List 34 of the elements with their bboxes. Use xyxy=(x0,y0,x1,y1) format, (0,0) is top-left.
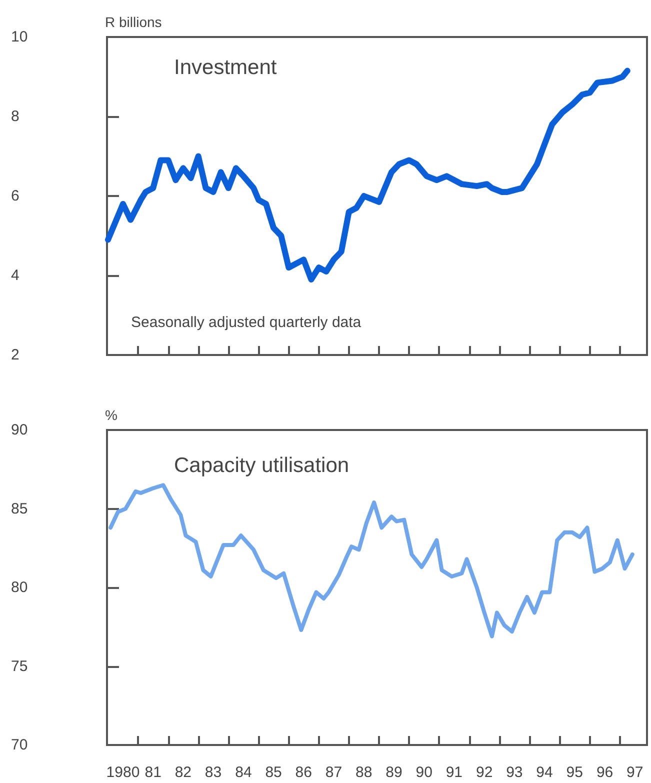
annotation: Seasonally adjusted quarterly data xyxy=(131,314,362,331)
y-tick-label: 80 xyxy=(11,579,28,596)
x-tick-label: 96 xyxy=(596,764,614,781)
text: Capacity utilisation xyxy=(174,454,350,477)
x-tick-label: 94 xyxy=(536,764,553,781)
y-tick-label: 70 xyxy=(11,736,28,754)
y-tick-label: 6 xyxy=(11,188,20,204)
y-tick-label: 4 xyxy=(11,267,20,284)
y-tick-label: 85 xyxy=(11,500,28,518)
y-tick-label: 8 xyxy=(11,108,20,125)
x-tick-label: 92 xyxy=(476,764,493,781)
x-tick-label: 90 xyxy=(416,764,432,781)
text: Investment xyxy=(174,56,277,79)
x-tick-label: 84 xyxy=(235,764,252,781)
y-axis-title: R billions xyxy=(105,14,162,30)
x-tick-label: 86 xyxy=(295,764,312,781)
x-tick-label: 83 xyxy=(204,764,222,781)
x-tick-label: 82 xyxy=(174,764,192,781)
x-tick-label: 97 xyxy=(626,764,644,781)
y-axis-title: % xyxy=(105,407,118,423)
x-tick-label: 81 xyxy=(144,764,162,781)
y-tick-label: 75 xyxy=(11,658,28,675)
x-tick-label: 89 xyxy=(386,764,402,781)
y-tick-label: 90 xyxy=(11,422,28,438)
y-tick-label: 10 xyxy=(11,28,28,46)
x-tick-label: 91 xyxy=(446,764,463,781)
line-series xyxy=(108,483,634,638)
x-tick-label: 95 xyxy=(566,764,583,781)
y-tick-label: 2 xyxy=(11,346,20,364)
x-tick-label: 87 xyxy=(325,764,342,781)
x-tick-label: 85 xyxy=(265,764,282,781)
x-tick-label: 93 xyxy=(506,764,523,781)
x-tick-label: 1980 xyxy=(106,764,140,781)
x-tick-label: 88 xyxy=(356,764,372,781)
